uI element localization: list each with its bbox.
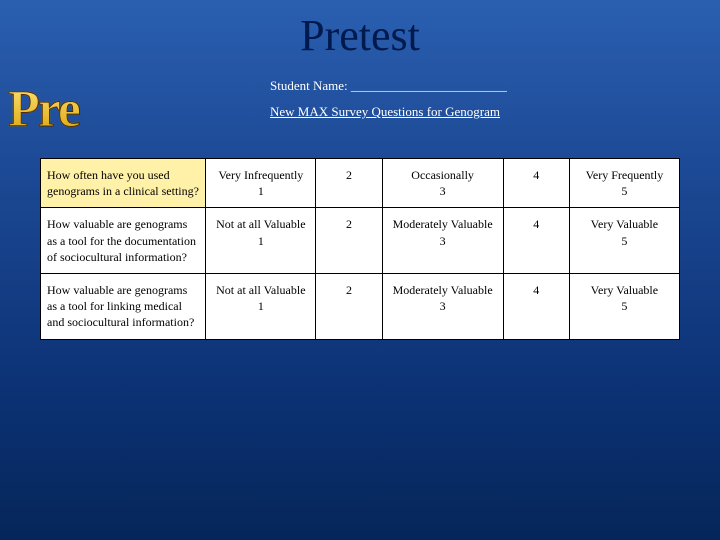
table-row: How often have you used genograms in a c… — [41, 159, 680, 208]
scale-2-cell: 2 — [316, 208, 382, 274]
survey-table: How often have you used genograms in a c… — [40, 158, 680, 340]
slide-title: Pretest — [0, 0, 720, 61]
scale-4-cell: 4 — [503, 159, 569, 208]
survey-table-wrap: How often have you used genograms in a c… — [40, 158, 680, 340]
scale-5-cell: Very Valuable5 — [569, 273, 679, 339]
scale-1-cell: Not at all Valuable1 — [206, 273, 316, 339]
scale-1-cell: Very Infrequently1 — [206, 159, 316, 208]
side-label-pre: Pre — [8, 80, 79, 139]
scale-5-cell: Very Frequently5 — [569, 159, 679, 208]
question-cell: How valuable are genograms as a tool for… — [41, 208, 206, 274]
scale-2-cell: 2 — [316, 273, 382, 339]
scale-3-cell: Moderately Valuable3 — [382, 208, 503, 274]
table-row: How valuable are genograms as a tool for… — [41, 273, 680, 339]
scale-2-cell: 2 — [316, 159, 382, 208]
question-cell: How often have you used genograms in a c… — [41, 159, 206, 208]
student-name-line: Student Name: ________________________ — [270, 78, 507, 94]
scale-4-cell: 4 — [503, 273, 569, 339]
scale-4-cell: 4 — [503, 208, 569, 274]
question-cell: How valuable are genograms as a tool for… — [41, 273, 206, 339]
table-row: How valuable are genograms as a tool for… — [41, 208, 680, 274]
survey-heading: New MAX Survey Questions for Genogram — [270, 104, 507, 120]
scale-1-cell: Not at all Valuable1 — [206, 208, 316, 274]
meta-block: Student Name: ________________________ N… — [270, 78, 507, 120]
scale-3-cell: Occasionally3 — [382, 159, 503, 208]
scale-5-cell: Very Valuable5 — [569, 208, 679, 274]
scale-3-cell: Moderately Valuable3 — [382, 273, 503, 339]
